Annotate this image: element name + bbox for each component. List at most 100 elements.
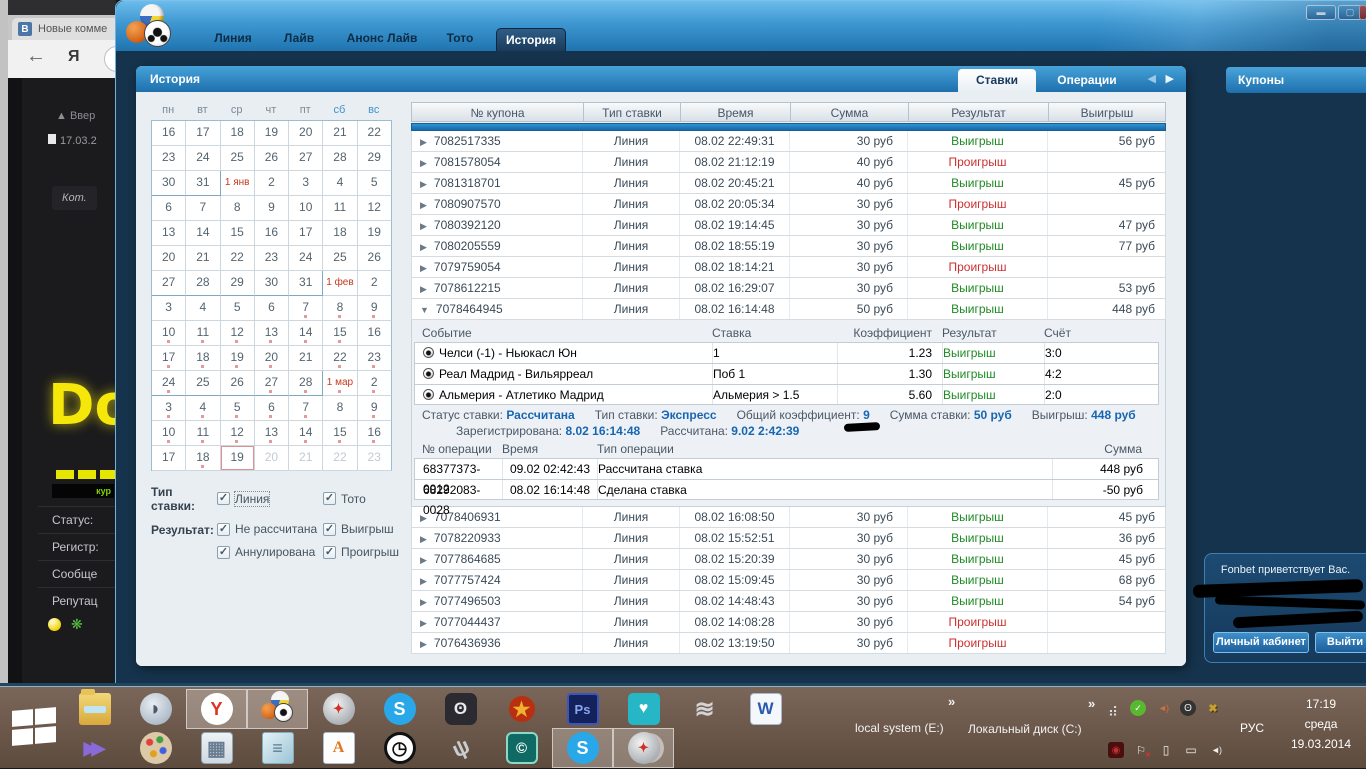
expand-arrow-icon[interactable]: ▶ <box>420 534 427 544</box>
calendar-day[interactable]: 23 <box>357 346 392 371</box>
calendar-day[interactable]: 5 <box>220 296 255 321</box>
calendar-day[interactable]: 21 <box>323 121 358 146</box>
shield-heart-icon[interactable]: ♥ <box>613 689 674 729</box>
scroll-up-link[interactable]: ▲ Ввер <box>56 110 96 122</box>
expand-arrow-icon[interactable]: ▶ <box>420 513 427 523</box>
recorder-icon[interactable]: ◉ <box>1108 742 1124 758</box>
expand-arrow-icon[interactable]: ▶ <box>420 263 427 273</box>
fonbet-icon[interactable] <box>247 689 308 729</box>
calendar-day[interactable]: 12 <box>220 421 255 446</box>
calendar-day[interactable]: 7 <box>186 196 221 221</box>
calendar-day-selected[interactable]: 19 <box>220 446 255 471</box>
filter-line[interactable]: ✓ Линия <box>217 484 323 513</box>
notepad-icon[interactable]: ≡ <box>247 728 308 768</box>
operation-row[interactable]: 68377373-0012 09.02 02:42:43 Рассчитана ст… <box>414 458 1159 496</box>
checkbox-line-icon[interactable]: ✓ <box>217 492 230 505</box>
bet-row[interactable]: ▶ 7077044437 Линия 08.02 14:08:28 30 руб Прои… <box>411 612 1166 633</box>
bet-row[interactable]: ▶ 7078612215 Линия 08.02 16:29:07 30 руб Выиг… <box>411 278 1166 299</box>
calendar-day[interactable]: 15 <box>323 321 358 346</box>
bet-row[interactable]: ▶ 7079759054 Линия 08.02 18:14:21 30 руб Прои… <box>411 257 1166 278</box>
calendar-day[interactable]: 7 <box>289 296 324 321</box>
bet-row[interactable]: ▶ 7080392120 Линия 08.02 19:14:45 30 руб Выиг… <box>411 215 1166 236</box>
expand-arrow-icon[interactable]: ▶ <box>420 576 427 586</box>
calendar-day[interactable]: 31 <box>289 271 324 296</box>
bet-row[interactable]: ▶ 7077496503 Линия 08.02 14:48:43 30 руб Выиг… <box>411 591 1166 612</box>
calendar-day[interactable]: 4 <box>323 171 358 196</box>
filter-toto[interactable]: ✓ Тото <box>323 484 366 513</box>
calendar-day[interactable]: 14 <box>289 421 324 446</box>
paint-icon[interactable] <box>125 728 186 768</box>
calendar-day[interactable]: 25 <box>323 246 358 271</box>
calendar-day[interactable]: 17 <box>152 346 187 371</box>
calendar-day[interactable]: 3 <box>152 296 187 321</box>
calendar-day[interactable]: 9 <box>357 296 392 321</box>
event-row[interactable]: Реал Мадрид - Вильярреал Поб 1 1.30 Выигрыш… <box>414 363 1159 384</box>
calendar-day[interactable]: 8 <box>323 396 358 421</box>
skype-icon[interactable]: S <box>369 689 430 729</box>
calendar-day[interactable]: 29 <box>357 146 392 171</box>
calendar-day[interactable]: 22 <box>357 121 392 146</box>
calendar-day[interactable]: 5 <box>357 171 392 196</box>
network-signal-icon[interactable]: ⣴ <box>1107 699 1119 716</box>
teamspeak-icon[interactable]: ◗ <box>125 689 186 729</box>
calendar-day[interactable]: 22 <box>323 446 358 471</box>
taskbar-clock[interactable]: 17:19 среда 19.03.2014 <box>1285 694 1357 754</box>
tab-toto[interactable]: Тото <box>446 31 474 45</box>
expand-arrow-icon[interactable]: ▶ <box>420 200 427 210</box>
expand-arrow-icon[interactable]: ▶ <box>420 597 427 607</box>
calendar-day[interactable]: 13 <box>152 221 187 246</box>
calendar-day[interactable]: 17 <box>289 221 324 246</box>
calendar-day[interactable]: 27 <box>289 146 324 171</box>
calendar-day[interactable]: 19 <box>357 221 392 246</box>
calendar-day[interactable]: 8 <box>220 196 255 221</box>
calendar-day[interactable]: 23 <box>152 146 187 171</box>
explorer-icon[interactable] <box>64 689 125 729</box>
calendar-day[interactable]: 21 <box>289 446 324 471</box>
tab-live[interactable]: Лайв <box>283 31 315 45</box>
calendar-day[interactable]: 2 <box>357 371 392 396</box>
calculator-icon[interactable]: ▦ <box>186 728 247 768</box>
bet-row[interactable]: ▶ 7080907570 Линия 08.02 20:05:34 30 руб Прои… <box>411 194 1166 215</box>
calendar-day[interactable]: 26 <box>220 371 255 396</box>
calendar-day[interactable]: 13 <box>254 421 290 446</box>
calendar-day[interactable]: 11 <box>186 321 221 346</box>
calendar-day[interactable]: 18 <box>323 221 358 246</box>
steam-icon[interactable]: ʘ <box>430 689 491 729</box>
calendar-day[interactable]: 28 <box>186 271 221 296</box>
wifi-share-icon[interactable]: ≋ <box>694 695 715 723</box>
calendar-day[interactable]: 9 <box>357 396 392 421</box>
calendar-day[interactable]: 16 <box>357 321 392 346</box>
status-check-icon[interactable]: ✓ <box>1130 700 1146 716</box>
utility-x-icon[interactable]: ✖ <box>1208 702 1218 715</box>
safari-window-icon[interactable]: ✦ <box>613 728 674 768</box>
calendar-day[interactable]: 27 <box>152 271 187 296</box>
calendar-day[interactable]: 2 <box>254 171 290 196</box>
microphone-icon[interactable]: ψ <box>447 732 474 763</box>
overflow-chevron-icon[interactable]: » <box>948 694 956 709</box>
yandex-logo-icon[interactable]: Я <box>68 48 80 65</box>
maximize-button[interactable]: ▢ <box>1338 5 1362 20</box>
calendar-day[interactable]: 15 <box>323 421 358 446</box>
camtasia-icon[interactable]: © <box>491 728 552 768</box>
calendar-day[interactable]: 25 <box>186 371 221 396</box>
calendar-day[interactable]: 18 <box>186 346 221 371</box>
expand-arrow-icon[interactable]: ▶ <box>420 242 427 252</box>
calendar-day[interactable]: 24 <box>152 371 187 396</box>
calendar-day[interactable]: 6 <box>152 196 187 221</box>
yandex-browser-icon[interactable]: Y <box>186 689 247 729</box>
bet-row[interactable]: ▶ 7081578054 Линия 08.02 21:12:19 40 руб Прои… <box>411 152 1166 173</box>
calendar-day[interactable]: 19 <box>220 346 255 371</box>
tab-stakes[interactable]: Ставки <box>958 69 1036 92</box>
calendar-day[interactable]: 3 <box>152 396 187 421</box>
calendar-day[interactable]: 14 <box>186 221 221 246</box>
sound-alert-icon[interactable]: ◄) <box>1158 703 1169 713</box>
action-center-icon[interactable]: ⚐ <box>1133 742 1151 760</box>
calendar-day[interactable]: 5 <box>220 396 255 421</box>
lightbulb-icon[interactable] <box>48 618 61 631</box>
expand-arrow-icon[interactable]: ▶ <box>420 618 427 628</box>
calendar-day[interactable]: 1 янв <box>220 171 255 196</box>
account-button[interactable]: Личный кабинет <box>1213 632 1309 653</box>
checkbox-win-icon[interactable]: ✓ <box>323 522 336 536</box>
calendar-day[interactable]: 25 <box>220 146 255 171</box>
calendar-day[interactable]: 14 <box>289 321 324 346</box>
